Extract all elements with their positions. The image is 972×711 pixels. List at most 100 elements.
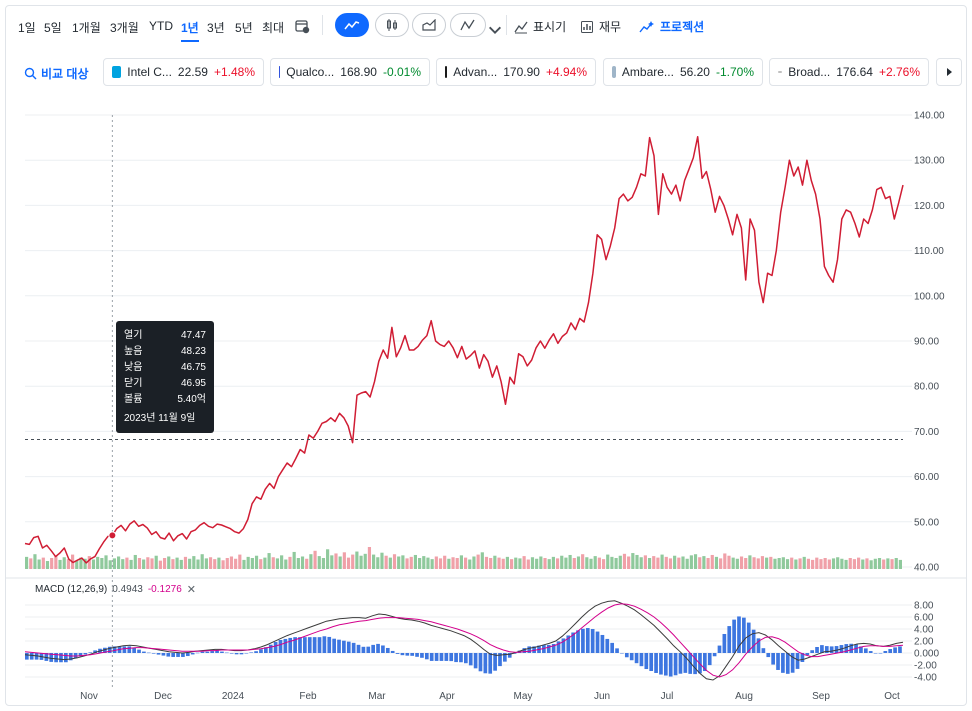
volume-bar — [426, 557, 430, 569]
volume-bar — [727, 555, 731, 569]
range-3m[interactable]: 3개월 — [110, 21, 139, 35]
macd-hist-bar — [459, 653, 463, 663]
range-ytd[interactable]: YTD — [149, 19, 173, 33]
volume-bar — [100, 558, 104, 569]
volume-bar — [572, 558, 576, 569]
volume-bar — [54, 555, 58, 569]
volume-bar — [643, 555, 647, 569]
tooltip-value: 47.47 — [180, 330, 206, 341]
volume-bar — [827, 559, 831, 569]
price-line — [24, 135, 904, 564]
volume-bar — [409, 556, 413, 569]
price-tick-label: 140.00 — [914, 111, 945, 122]
macd-hist-bar — [571, 632, 575, 653]
drawing-tools-button[interactable] — [450, 13, 486, 37]
indicators-button[interactable]: 표시기 — [514, 18, 566, 35]
compare-chip-qualcomm[interactable]: Qualco... 168.90 -0.01% — [270, 58, 430, 86]
compare-chip-broadcom[interactable]: Broad... 176.64 +2.76% — [769, 58, 929, 86]
tooltip-row-close: 닫기 46.95 — [124, 376, 206, 392]
macd-hist-bar — [132, 647, 136, 653]
area-chart-button[interactable] — [412, 13, 446, 37]
volume-bar — [526, 559, 530, 569]
range-1m[interactable]: 1개월 — [72, 21, 101, 35]
volume-bar — [785, 559, 790, 569]
toolbar-divider — [506, 15, 507, 35]
volume-bar — [108, 560, 112, 569]
volume-bar — [188, 558, 192, 569]
time-tick-label: Mar — [368, 691, 386, 702]
volume-bar — [29, 558, 33, 569]
price-tick-label: 90.00 — [914, 337, 939, 348]
volume-bar — [472, 556, 476, 569]
volume-bar — [568, 554, 572, 569]
volume-bar — [898, 559, 902, 569]
macd-hist-bar — [264, 647, 268, 653]
volume-bar — [781, 557, 785, 569]
macd-hist-bar — [815, 646, 819, 653]
macd-hist-bar — [849, 643, 854, 653]
range-1d[interactable]: 1일 — [18, 21, 36, 35]
macd-hist-bar — [746, 622, 751, 653]
volume-bar — [735, 558, 739, 569]
projection-button[interactable]: 프로젝션 — [639, 18, 704, 35]
tooltip-label: 낮음 — [124, 362, 143, 373]
compare-chip-ambarella[interactable]: Ambare... 56.20 -1.70% — [603, 58, 763, 86]
volume-bar — [739, 556, 744, 569]
price-tick-label: 100.00 — [914, 291, 945, 302]
volume-bar — [158, 560, 162, 569]
volume-bar — [668, 558, 673, 569]
compare-scroll-next-button[interactable] — [936, 58, 962, 86]
macd-hist-bar — [844, 644, 849, 653]
volume-bar — [447, 558, 451, 569]
macd-hist-bar — [620, 653, 624, 654]
price-tick-label: 80.00 — [914, 382, 939, 393]
tooltip-label: 닫기 — [124, 378, 143, 389]
tooltip-label: 높음 — [124, 346, 143, 357]
compare-button[interactable]: 비교 대상 — [24, 65, 89, 82]
volume-bar — [597, 557, 601, 569]
macd-hist-bar — [181, 653, 185, 657]
volume-bar — [351, 554, 355, 569]
volume-bar — [66, 559, 70, 569]
volume-bar — [91, 559, 96, 569]
volume-bar — [873, 558, 877, 569]
range-5d[interactable]: 5일 — [44, 21, 62, 35]
macd-hist-bar — [717, 645, 722, 653]
macd-hist-bar — [49, 653, 54, 662]
range-1y[interactable]: 1년 — [181, 21, 199, 42]
calendar-icon[interactable] — [294, 18, 310, 34]
volume-bar — [777, 558, 781, 569]
macd-hist-bar — [410, 653, 415, 656]
volume-bar — [894, 558, 898, 569]
compare-chip-intel[interactable]: Intel C... 22.59 +1.48% — [103, 58, 264, 86]
volume-bar — [530, 557, 535, 569]
line-chart-button[interactable] — [335, 13, 369, 37]
macd-hist-bar — [859, 646, 863, 653]
volume-bar — [673, 555, 677, 569]
macd-hist-bar — [322, 636, 327, 653]
macd-hist-bar — [224, 652, 229, 654]
compare-chip-amd[interactable]: Advan... 170.90 +4.94% — [436, 58, 596, 86]
volume-bar — [392, 554, 397, 569]
candle-chart-button[interactable] — [375, 13, 409, 37]
financials-button[interactable]: 재무 — [580, 18, 621, 35]
macd-hist-bar — [483, 653, 488, 674]
volume-bar — [330, 555, 334, 569]
volume-bar — [811, 559, 815, 569]
signal-line — [24, 603, 904, 678]
volume-bar — [760, 556, 765, 569]
volume-bar — [861, 559, 865, 569]
financials-label: 재무 — [599, 20, 622, 34]
volume-bar — [405, 558, 409, 569]
chevron-down-icon[interactable] — [487, 22, 503, 38]
range-5y[interactable]: 5년 — [235, 21, 253, 35]
range-max[interactable]: 최대 — [262, 21, 285, 35]
macd-hist-bar — [581, 628, 585, 653]
macd-hist-bar — [600, 634, 605, 653]
volume-bar — [154, 555, 158, 569]
macd-hist-bar — [776, 653, 780, 670]
close-icon[interactable]: ✕ — [186, 584, 196, 596]
macd-hist-bar — [337, 639, 341, 653]
range-3y[interactable]: 3년 — [207, 21, 225, 35]
